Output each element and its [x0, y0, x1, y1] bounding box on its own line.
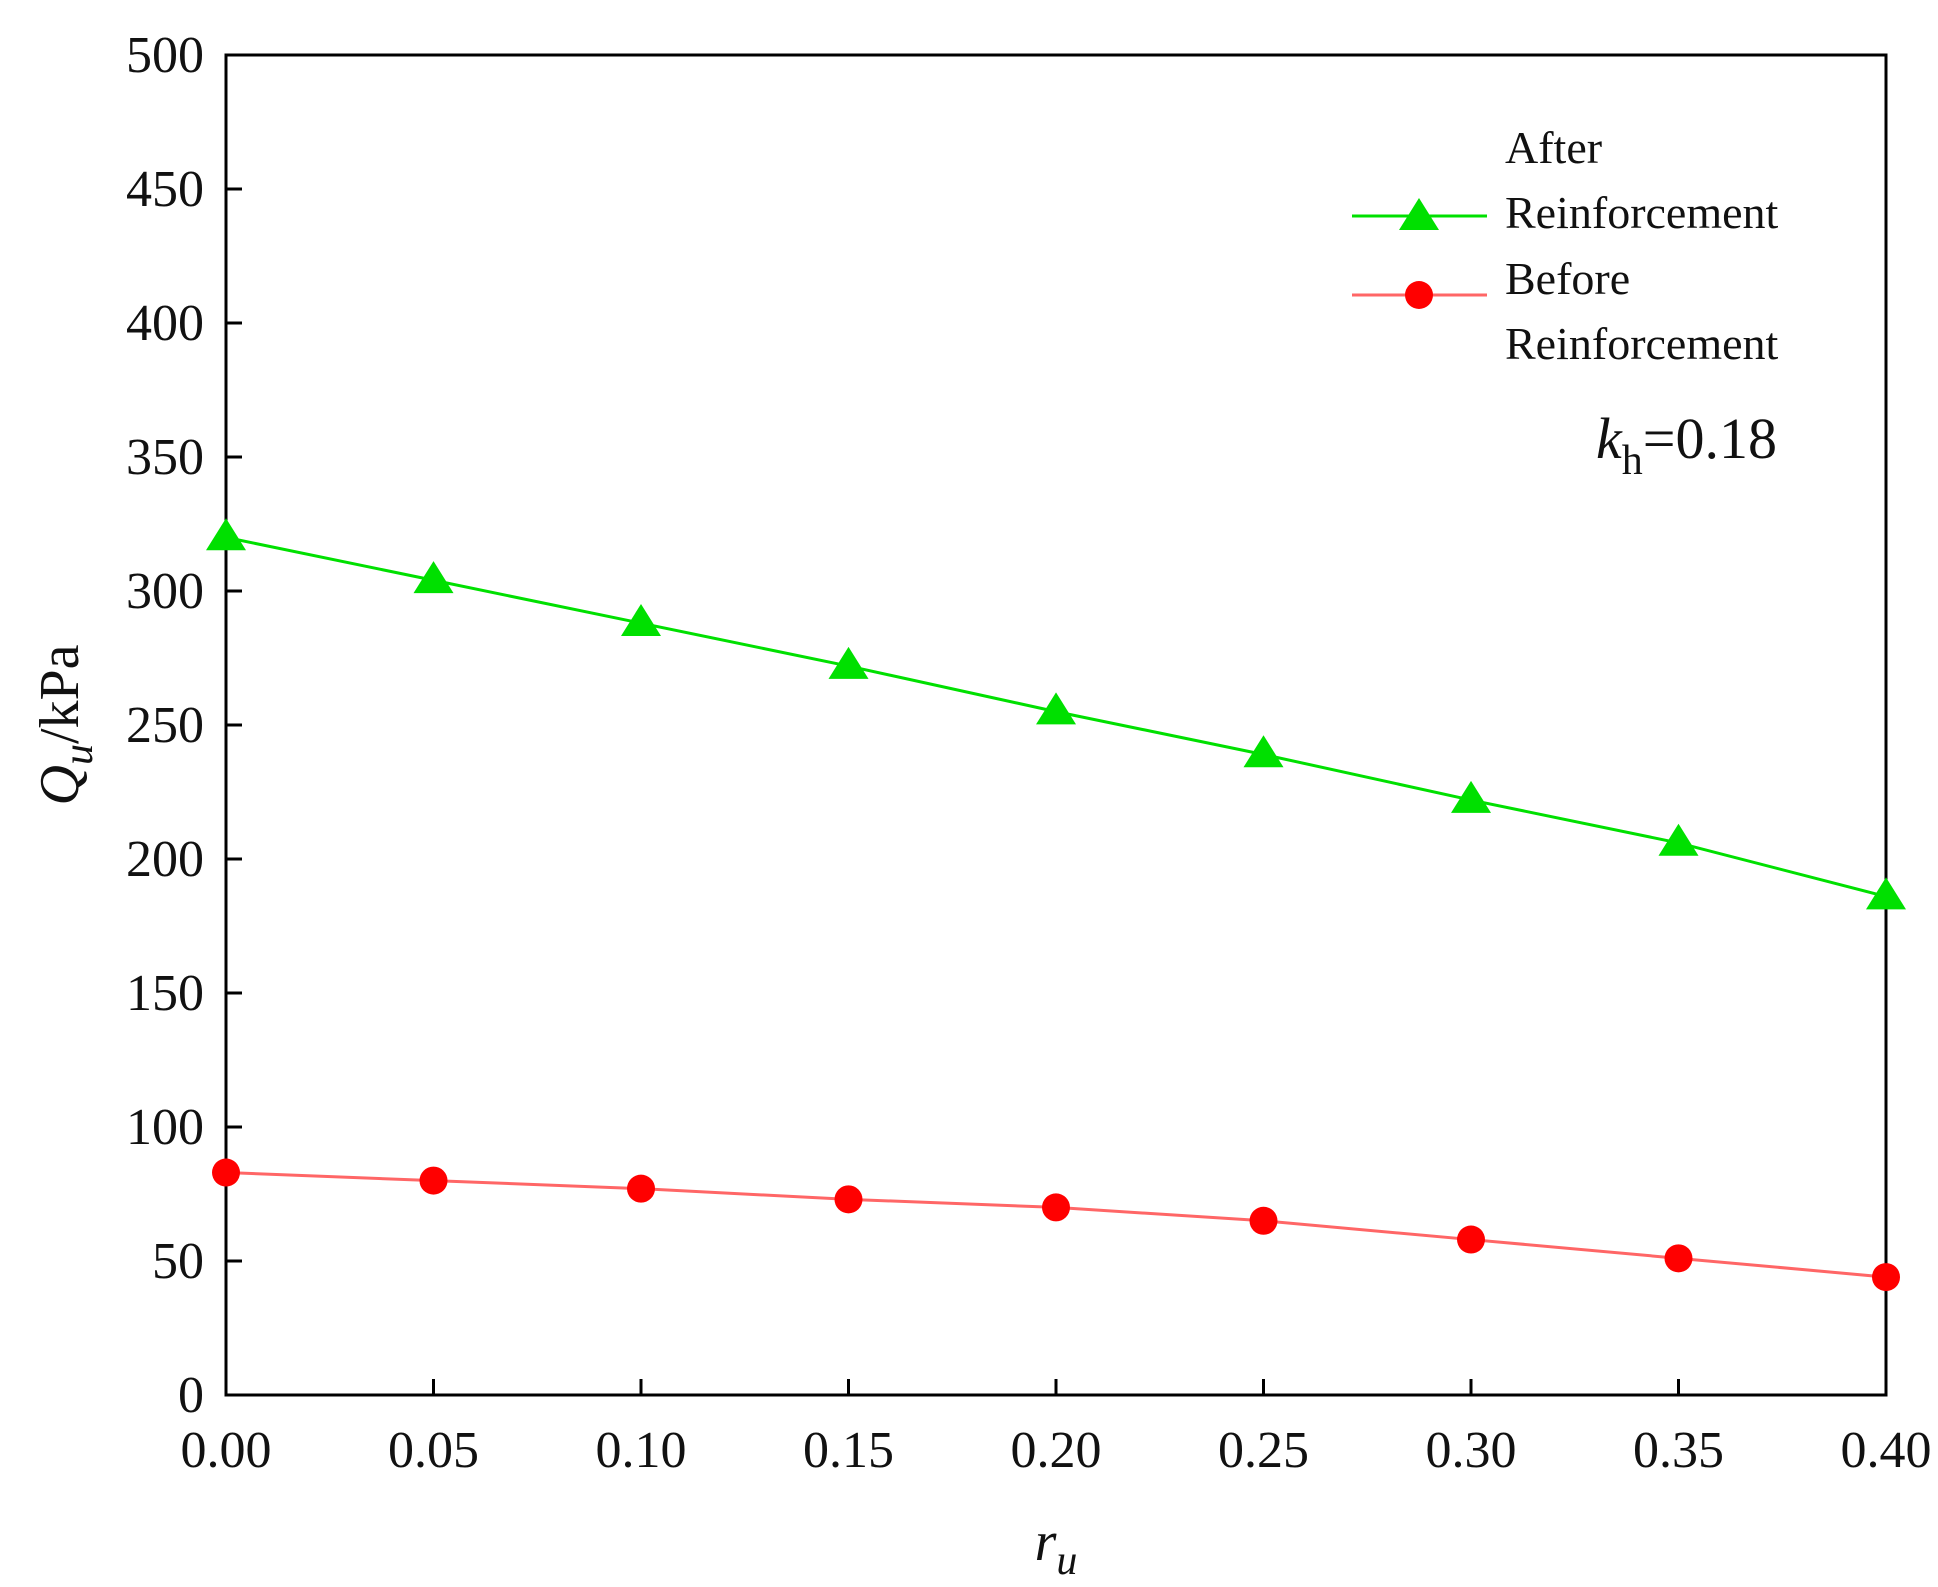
legend-marker-before: [1405, 281, 1433, 309]
kh-annotation-value: =0.18: [1643, 406, 1777, 471]
legend-label-after-line2: Reinforcement: [1505, 187, 1779, 238]
kh-annotation-var: k: [1596, 406, 1623, 471]
x-tick-label: 0.25: [1218, 1422, 1309, 1479]
x-tick-label: 0.20: [1011, 1422, 1102, 1479]
x-tick-label: 0.05: [388, 1422, 479, 1479]
y-tick-label: 300: [126, 563, 204, 620]
x-tick-label: 0.00: [181, 1422, 272, 1479]
series-line-1: [225, 1171, 1887, 1279]
legend-label-before-line2: Reinforcement: [1505, 318, 1779, 369]
legend: After Reinforcement Before Reinforcement: [1352, 122, 1779, 369]
x-axis-title-sub: u: [1056, 1538, 1077, 1584]
legend-label-before-line1: Before: [1505, 253, 1630, 304]
y-tick-label: 350: [126, 429, 204, 486]
data-point-circle: [1872, 1263, 1900, 1292]
x-tick-label: 0.10: [596, 1422, 687, 1479]
data-point-triangle: [1243, 735, 1284, 768]
data-point-circle: [1664, 1244, 1693, 1273]
data-point-circle: [419, 1166, 448, 1195]
y-tick-label: 0: [178, 1367, 204, 1424]
legend-entry-after: After Reinforcement: [1352, 122, 1779, 238]
data-point-triangle: [1658, 823, 1699, 856]
data-point-triangle: [1451, 780, 1491, 813]
x-tick-label: 0.40: [1841, 1422, 1932, 1479]
data-point-circle: [1457, 1225, 1485, 1254]
data-point-triangle: [1866, 877, 1906, 910]
x-axis-title-main: r: [1035, 1511, 1057, 1573]
legend-label-after-line1: After: [1505, 122, 1602, 173]
y-tick-label: 450: [126, 161, 204, 218]
data-point-triangle: [621, 603, 661, 636]
y-tick-label: 500: [126, 27, 204, 84]
legend-marker-after: [1399, 198, 1439, 230]
x-tick-label: 0.35: [1633, 1422, 1724, 1479]
y-axis-title-main: Q: [29, 765, 91, 805]
x-axis-ticks: 0.00 0.05 0.10 0.15 0.20 0.25 0.30 0.35 0.40: [181, 1379, 1932, 1479]
data-point-circle: [627, 1174, 655, 1203]
data-point-triangle: [413, 561, 454, 594]
y-tick-label: 250: [126, 697, 204, 754]
data-point-circle: [834, 1185, 863, 1214]
y-tick-label: 200: [126, 831, 204, 888]
legend-entry-before: Before Reinforcement: [1352, 253, 1779, 369]
y-tick-label: 50: [152, 1233, 204, 1290]
y-axis-title-sub: u: [56, 744, 102, 765]
y-axis-ticks: 0 50 100 150 200 250 300 350 400 450 500: [126, 27, 242, 1424]
y-tick-label: 400: [126, 295, 204, 352]
y-axis-title-unit: /kPa: [29, 644, 91, 744]
data-point-circle: [1042, 1193, 1070, 1222]
y-tick-label: 100: [126, 1099, 204, 1156]
x-tick-label: 0.15: [803, 1422, 894, 1479]
kh-annotation: kh=0.18: [1596, 406, 1777, 484]
x-tick-label: 0.30: [1426, 1422, 1517, 1479]
data-point-circle: [1249, 1206, 1278, 1235]
y-tick-label: 150: [126, 965, 204, 1022]
data-point-triangle: [1036, 692, 1076, 725]
data-point-triangle: [206, 518, 246, 551]
y-axis-title: Qu/kPa: [29, 644, 102, 805]
data-point-circle: [212, 1158, 240, 1187]
kh-annotation-sub: h: [1622, 438, 1643, 484]
data-point-triangle: [828, 646, 869, 679]
series-layer: [206, 518, 1906, 1292]
x-axis-title: ru: [1035, 1511, 1078, 1584]
